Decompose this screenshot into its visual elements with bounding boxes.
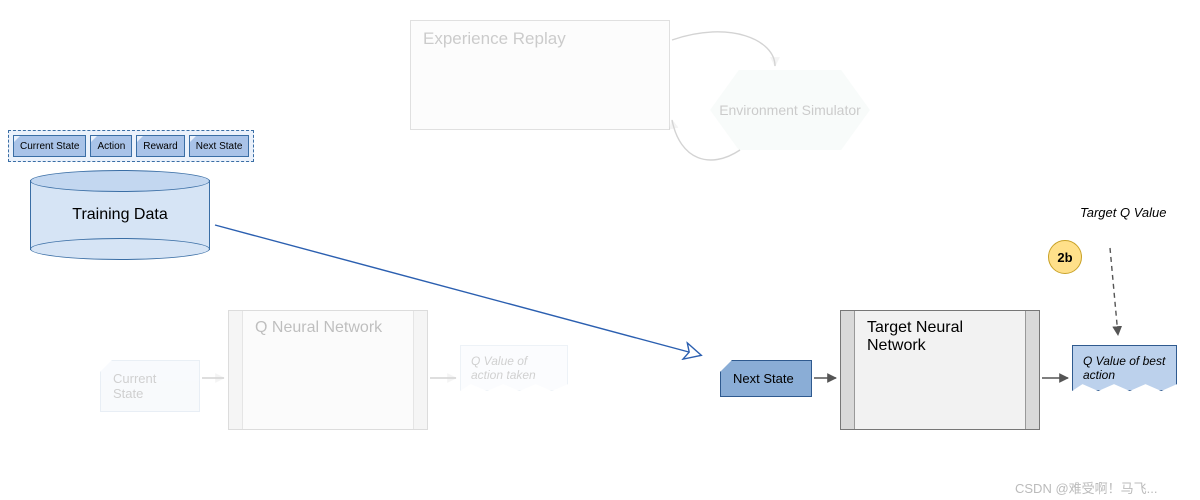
target-q-value-label: Target Q Value (1080, 205, 1170, 220)
environment-simulator-label: Environment Simulator (719, 102, 861, 118)
training-data-label: Training Data (72, 206, 167, 224)
input-next-state-label: Next State (733, 371, 794, 386)
tag-reward: Reward (136, 135, 184, 157)
tag-label: Next State (196, 141, 243, 152)
target-neural-network-label: Target Neural Network (867, 319, 963, 354)
q-neural-network-label: Q Neural Network (255, 319, 382, 336)
q-neural-network: Q Neural Network (228, 310, 428, 430)
environment-simulator-hex: Environment Simulator (710, 70, 870, 150)
step-badge-2b: 2b (1048, 240, 1082, 274)
net-side-bar (1025, 311, 1039, 429)
tag-current-state: Current State (13, 135, 86, 157)
input-current-state: Current State (100, 360, 200, 412)
edge-targetlabel-to-note (1110, 248, 1118, 335)
net-side-bar (841, 311, 855, 429)
input-next-state: Next State (720, 360, 812, 397)
edge-replay-env-top (672, 32, 775, 66)
training-sample-tags: Current State Action Reward Next State (8, 130, 254, 162)
note-q-value-action-taken: Q Value of action taken (460, 345, 568, 391)
note-label: Q Value of best action (1083, 354, 1165, 382)
tag-action: Action (90, 135, 132, 157)
input-current-state-label: Current State (113, 371, 156, 401)
tag-label: Reward (143, 141, 177, 152)
training-data-cylinder: Training Data (30, 170, 210, 260)
watermark: CSDN @难受啊！马飞... (1015, 478, 1157, 497)
tag-next-state: Next State (189, 135, 250, 157)
note-q-value-best-action: Q Value of best action (1072, 345, 1177, 391)
experience-replay-label: Experience Replay (423, 29, 566, 48)
note-label: Q Value of action taken (471, 354, 536, 382)
step-badge-label: 2b (1057, 250, 1072, 265)
net-side-bar (229, 311, 243, 429)
tag-label: Current State (20, 141, 79, 152)
tag-label: Action (97, 141, 125, 152)
target-neural-network: Target Neural Network (840, 310, 1040, 430)
experience-replay-box: Experience Replay (410, 20, 670, 130)
net-side-bar (413, 311, 427, 429)
